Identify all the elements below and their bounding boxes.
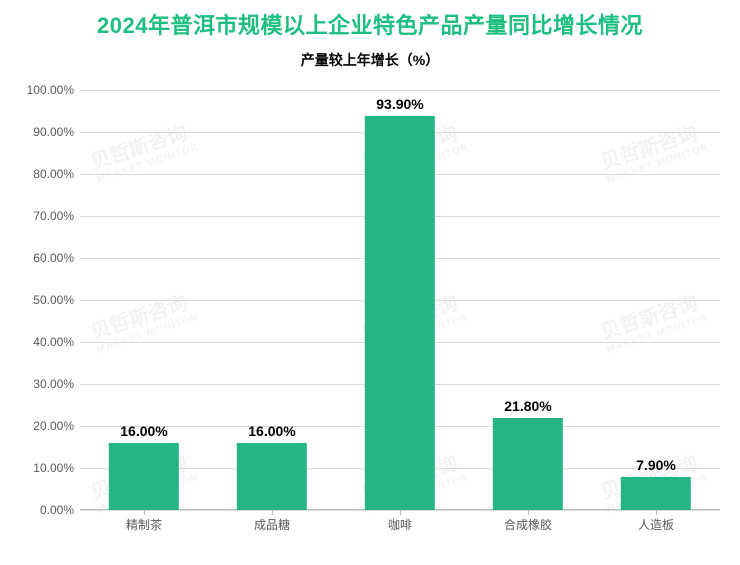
bar-group: 7.90%	[621, 457, 691, 510]
y-tick-label: 70.00%	[33, 209, 80, 223]
plot-area: 16.00%16.00%93.90%21.80%7.90% 精制茶成品糖咖啡合成…	[80, 90, 720, 510]
y-tick-label: 10.00%	[33, 461, 80, 475]
bar-value-label: 16.00%	[248, 423, 295, 439]
y-tick-label: 60.00%	[33, 251, 80, 265]
bar-group: 16.00%	[237, 423, 307, 510]
bars-layer: 16.00% 16.00% 93.90% 21.80% 7.90%	[80, 90, 720, 510]
chart-subtitle: 产量较上年增长（%）	[0, 50, 740, 70]
bar-rect	[365, 116, 435, 510]
bar-group: 93.90%	[365, 96, 435, 510]
x-tick-label: 精制茶	[126, 510, 162, 533]
y-tick-label: 50.00%	[33, 293, 80, 307]
x-tick-label: 咖啡	[388, 510, 412, 533]
y-tick-label: 80.00%	[33, 167, 80, 181]
y-tick-label: 100.00%	[27, 83, 80, 97]
y-tick-label: 20.00%	[33, 419, 80, 433]
x-tick-label: 成品糖	[254, 510, 290, 533]
x-tick-label: 合成橡胶	[504, 510, 552, 533]
bar-rect	[109, 443, 179, 510]
y-tick-label: 30.00%	[33, 377, 80, 391]
y-tick-label: 0.00%	[40, 503, 80, 517]
bar-value-label: 93.90%	[376, 96, 423, 112]
bar-rect	[237, 443, 307, 510]
bar-value-label: 16.00%	[120, 423, 167, 439]
bar-group: 21.80%	[493, 398, 563, 510]
bar-group: 16.00%	[109, 423, 179, 510]
bar-rect	[621, 477, 691, 510]
bar-value-label: 21.80%	[504, 398, 551, 414]
bar-rect	[493, 418, 563, 510]
bar-value-label: 7.90%	[636, 457, 676, 473]
x-tick-label: 人造板	[638, 510, 674, 533]
y-tick-label: 90.00%	[33, 125, 80, 139]
chart-title: 2024年普洱市规模以上企业特色产品产量同比增长情况	[0, 0, 740, 40]
y-tick-label: 40.00%	[33, 335, 80, 349]
